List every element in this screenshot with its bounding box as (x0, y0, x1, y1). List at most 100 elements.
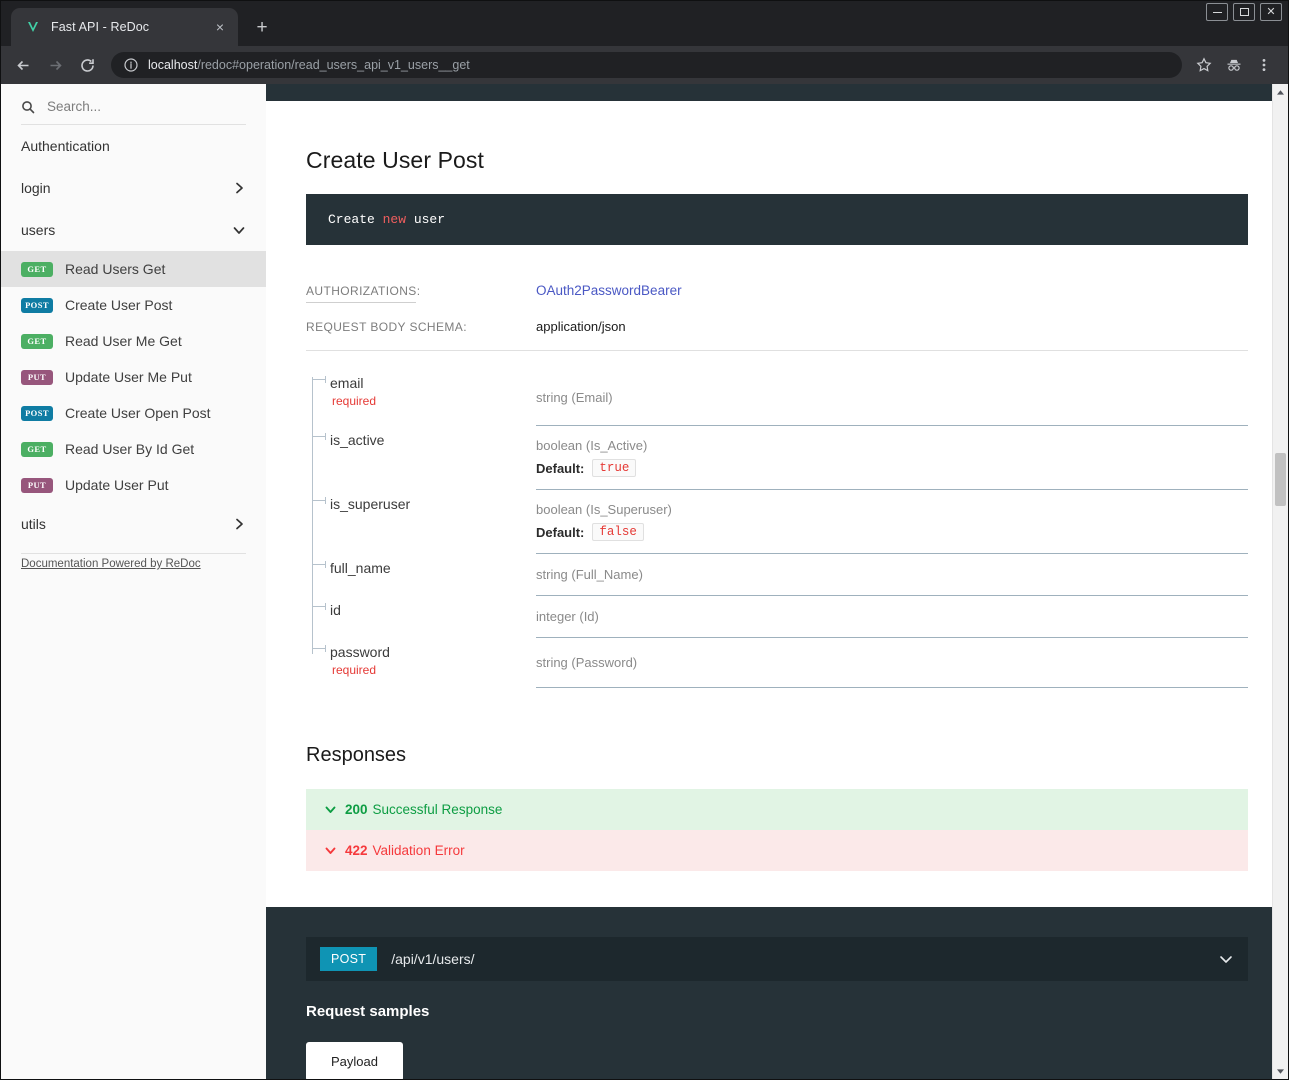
tree-branch-icon (312, 376, 326, 383)
sidebar-item-users[interactable]: users (1, 209, 266, 251)
sidebar-operation-create-user-post[interactable]: POST Create User Post (1, 287, 266, 323)
redoc-v-icon (25, 19, 41, 35)
operation-label: Create User Open Post (65, 405, 211, 421)
authorizations-label: AUTHORIZATIONS: (306, 284, 420, 303)
field-required: required (332, 663, 377, 677)
response-text: Successful Response (372, 802, 503, 817)
operation-description: Create new user (306, 194, 1248, 245)
authorizations-value-link[interactable]: OAuth2PasswordBearer (536, 283, 682, 298)
window-controls: ✕ (1206, 3, 1282, 21)
vertical-scrollbar[interactable] (1272, 84, 1288, 1079)
bookmark-star-icon[interactable] (1190, 51, 1218, 79)
method-badge-put: PUT (21, 369, 53, 385)
sidebar-operation-read-users-get[interactable]: GET Read Users Get (1, 251, 266, 287)
endpoint-bar[interactable]: POST /api/v1/users/ (306, 937, 1248, 981)
request-schema-table: email required is_active is_superuser (306, 369, 1248, 688)
chevron-down-icon (232, 223, 246, 237)
incognito-icon[interactable] (1220, 51, 1248, 79)
tab-title: Fast API - ReDoc (51, 20, 150, 34)
method-badge-get: GET (21, 333, 53, 349)
sidebar-operation-read-user-by-id-get[interactable]: GET Read User By Id Get (1, 431, 266, 467)
operation-label: Read User Me Get (65, 333, 182, 349)
address-path: /redoc#operation/read_users_api_v1_users… (197, 58, 470, 72)
method-badge-get: GET (21, 261, 53, 277)
schema-type-row: boolean (Is_Superuser) Default: false (536, 490, 1248, 554)
tree-branch-icon (312, 433, 326, 440)
search-row[interactable] (21, 94, 246, 125)
sidebar-label-login: login (21, 180, 51, 196)
new-tab-button[interactable]: + (256, 16, 268, 38)
address-bar[interactable]: localhost/redoc#operation/read_users_api… (111, 52, 1182, 78)
schema-field-is-superuser: is_superuser (312, 490, 536, 554)
field-type: string (Email) (536, 389, 613, 405)
sidebar-operation-read-user-me-get[interactable]: GET Read User Me Get (1, 323, 266, 359)
operation-label: Create User Post (65, 297, 173, 313)
field-type: string (Password) (536, 655, 638, 670)
method-badge-get: GET (21, 441, 53, 457)
sidebar-operation-create-user-open-post[interactable]: POST Create User Open Post (1, 395, 266, 431)
method-badge-post: POST (21, 297, 53, 313)
minimize-icon[interactable] (1206, 3, 1228, 21)
kebab-menu-icon[interactable] (1250, 51, 1278, 79)
description-prefix: Create (328, 212, 383, 227)
sidebar-item-authentication[interactable]: Authentication (1, 125, 266, 167)
forward-arrow-icon[interactable] (41, 51, 69, 79)
main-content: Create User Post Create new user AUTHORI… (266, 84, 1288, 1079)
request-samples-panel: POST /api/v1/users/ Request samples Payl… (266, 907, 1288, 1079)
tab-payload[interactable]: Payload (306, 1042, 403, 1079)
sidebar-operation-update-user-me-put[interactable]: PUT Update User Me Put (1, 359, 266, 395)
browser-toolbar: localhost/redoc#operation/read_users_api… (1, 46, 1288, 84)
close-tab-icon[interactable]: × (215, 19, 225, 35)
sidebar-divider (21, 553, 246, 554)
response-code: 422 (345, 843, 368, 858)
operation-section: Create User Post Create new user AUTHORI… (266, 147, 1288, 871)
reload-icon[interactable] (73, 51, 101, 79)
field-name: full_name (330, 560, 391, 576)
chevron-right-icon (232, 517, 246, 531)
scrollbar-thumb[interactable] (1275, 453, 1286, 506)
scroll-down-arrow-icon[interactable] (1273, 1063, 1288, 1079)
description-suffix: user (406, 212, 446, 227)
powered-by-redoc-link[interactable]: Documentation Powered by ReDoc (21, 558, 201, 570)
field-type: integer (Id) (536, 609, 599, 624)
chevron-down-icon[interactable] (1218, 951, 1234, 967)
endpoint-method-badge: POST (320, 947, 378, 971)
sidebar-label-utils: utils (21, 516, 46, 532)
field-type: boolean (Is_Active) (536, 438, 648, 453)
field-required: required (332, 394, 377, 408)
maximize-icon[interactable] (1233, 3, 1255, 21)
sidebar-item-utils[interactable]: utils (1, 503, 266, 545)
field-type: boolean (Is_Superuser) (536, 502, 672, 517)
operation-label: Read User By Id Get (65, 441, 195, 457)
response-200[interactable]: 200 Successful Response (306, 789, 1248, 830)
schema-field-password: password required (312, 638, 536, 688)
schema-type-row: string (Full_Name) (536, 554, 1248, 596)
scroll-up-arrow-icon[interactable] (1273, 84, 1288, 100)
operation-label: Update User Me Put (65, 369, 192, 385)
search-input[interactable] (45, 98, 246, 115)
responses-heading: Responses (306, 744, 407, 766)
sidebar-item-login[interactable]: login (1, 167, 266, 209)
field-name: password (330, 644, 390, 660)
field-name: email (330, 375, 364, 391)
method-badge-put: PUT (21, 477, 53, 493)
tree-branch-icon (312, 497, 326, 504)
description-keyword: new (382, 212, 407, 227)
request-body-schema-value: application/json (536, 319, 626, 334)
sidebar-label-authentication: Authentication (21, 138, 110, 154)
schema-type-row: string (Password) (536, 638, 1248, 688)
response-text: Validation Error (372, 843, 465, 858)
field-name: id (330, 602, 341, 618)
schema-field-is-active: is_active (312, 426, 536, 490)
field-name: is_active (330, 432, 385, 448)
back-arrow-icon[interactable] (9, 51, 37, 79)
browser-tab[interactable]: Fast API - ReDoc × (11, 8, 238, 46)
schema-field-email: email required (312, 369, 536, 426)
response-422[interactable]: 422 Validation Error (306, 830, 1248, 871)
sidebar-operation-update-user-put[interactable]: PUT Update User Put (1, 467, 266, 503)
search-icon (21, 100, 35, 114)
address-bar-text: localhost/redoc#operation/read_users_api… (148, 58, 470, 72)
tab-strip: Fast API - ReDoc × + ✕ (1, 1, 1288, 46)
close-window-icon[interactable]: ✕ (1260, 3, 1282, 21)
